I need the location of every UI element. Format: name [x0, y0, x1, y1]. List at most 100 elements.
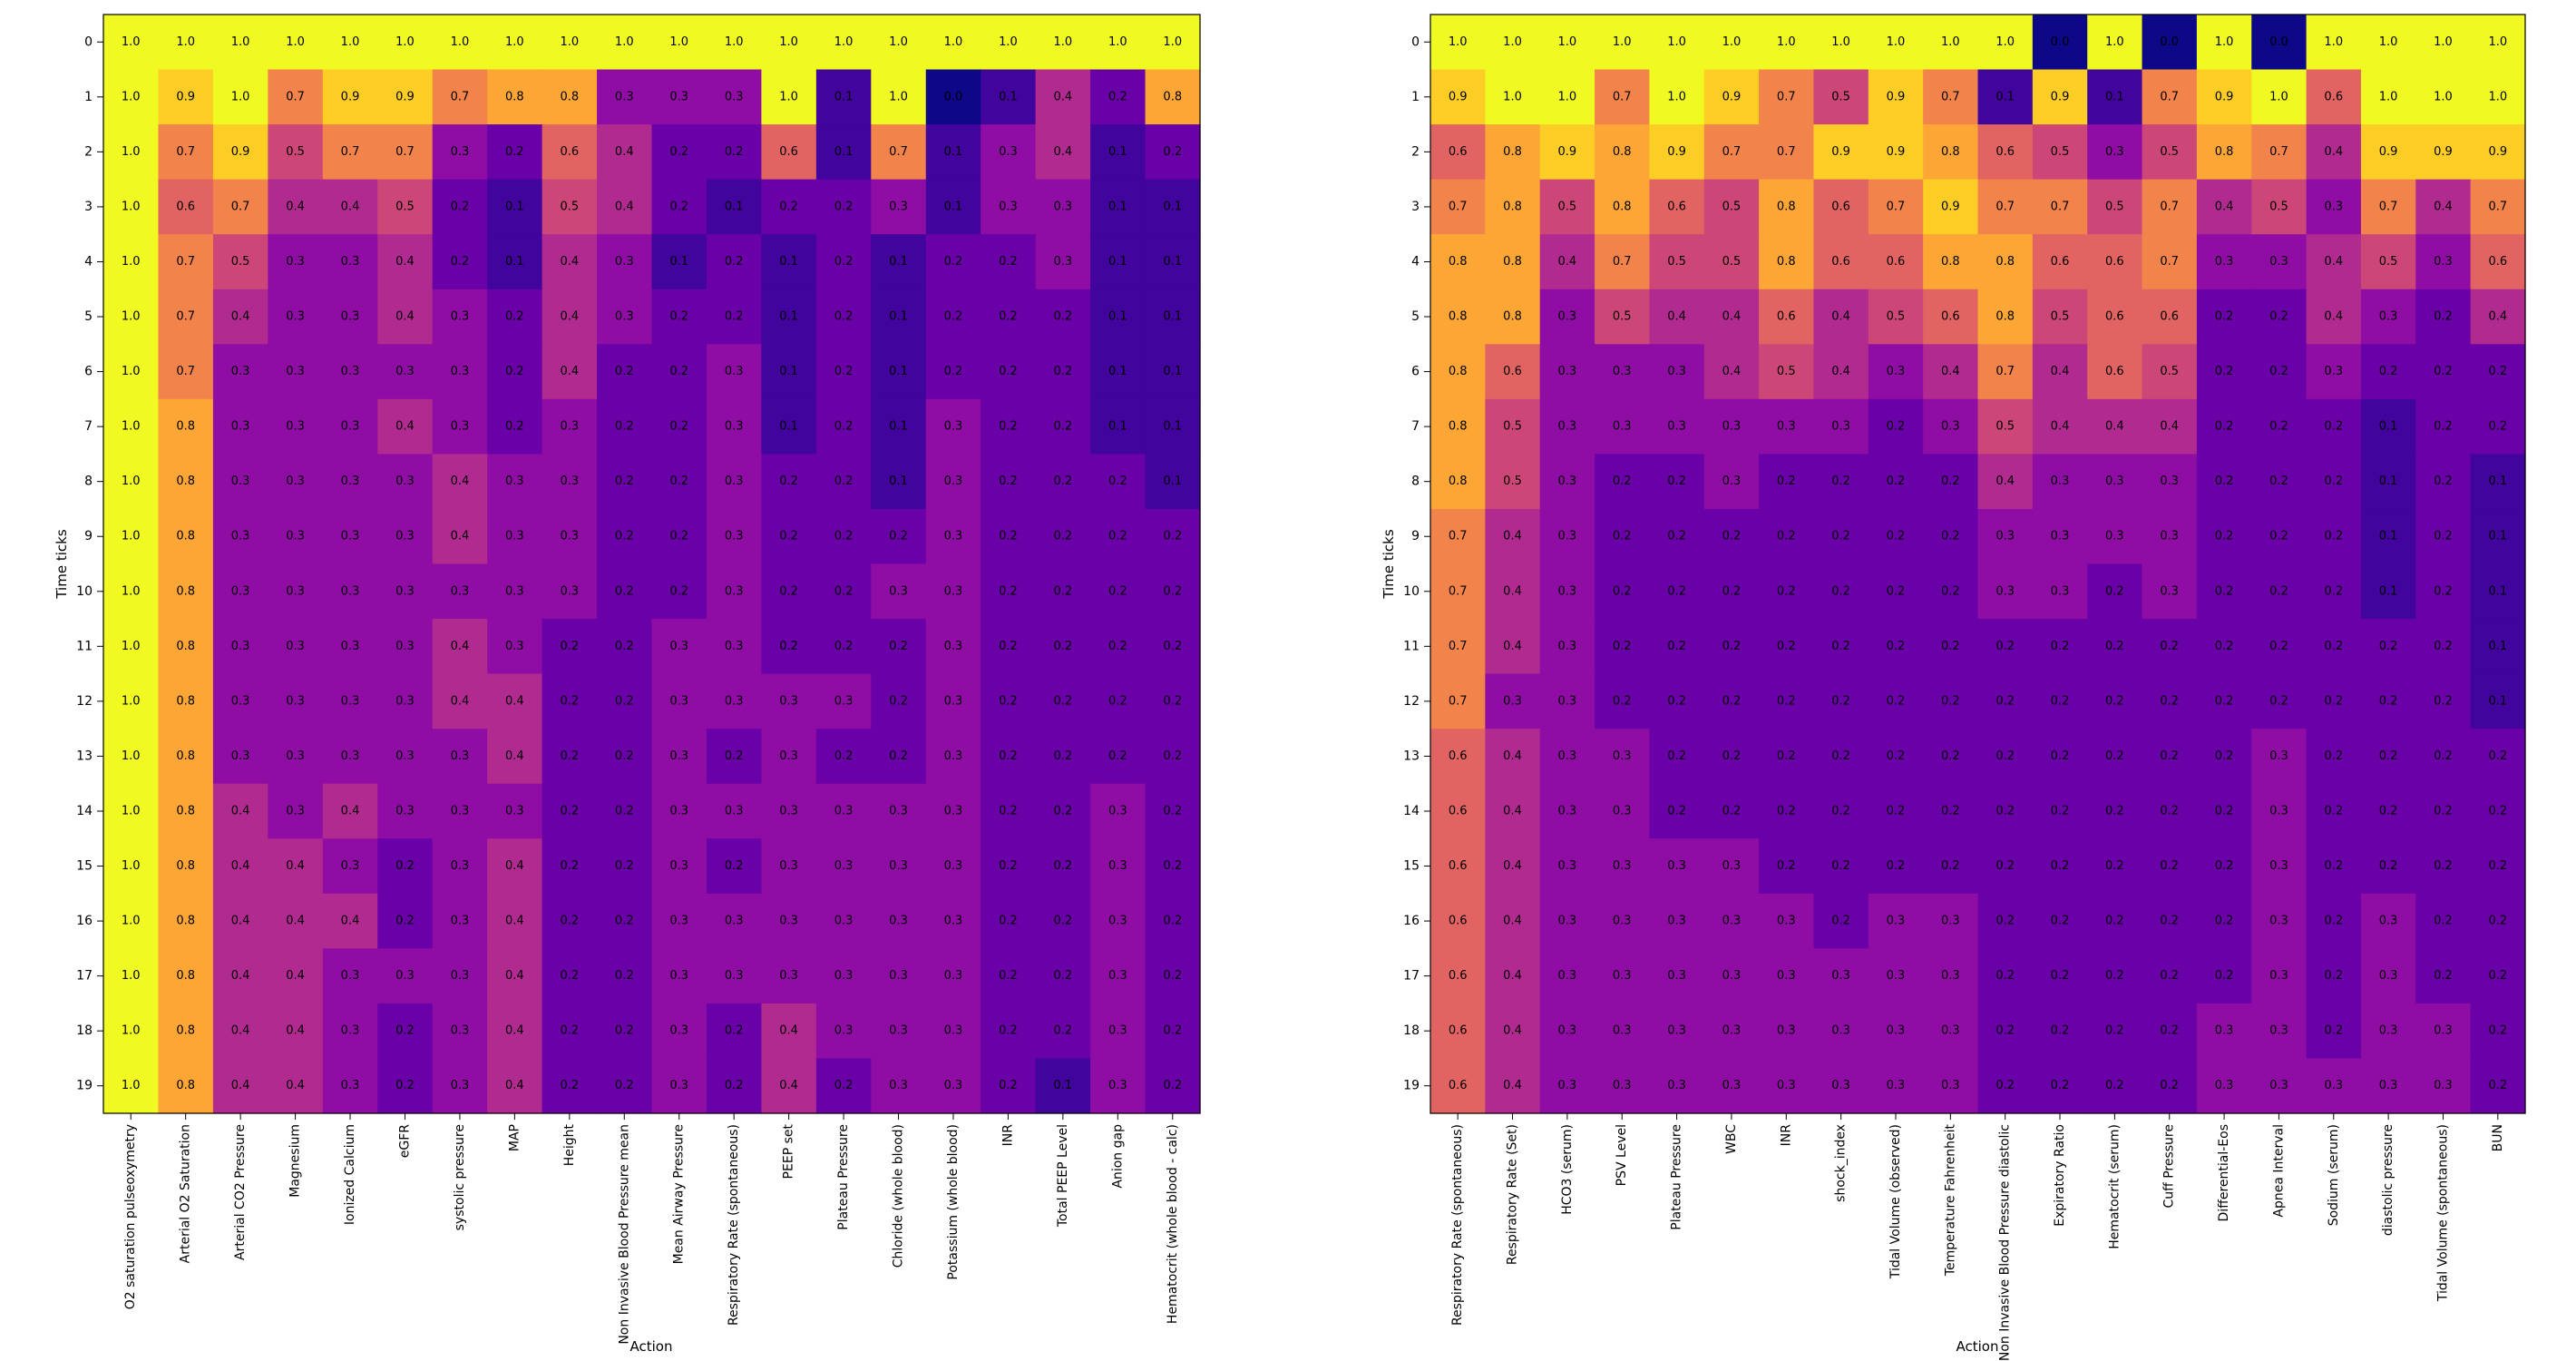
heatmap-cell	[1868, 893, 1924, 949]
heatmap-cell	[1485, 15, 1541, 71]
cell-value-label: 0.5	[2379, 255, 2398, 269]
cell-value-label: 0.2	[615, 365, 634, 378]
cell-value-label: 1.0	[122, 475, 141, 488]
cell-value-label: 0.7	[889, 145, 908, 159]
cell-value-label: 0.4	[505, 749, 524, 763]
cell-value-label: 0.3	[2434, 255, 2453, 269]
cell-value-label: 0.1	[944, 200, 963, 213]
cell-value-label: 1.0	[1995, 35, 2015, 49]
heatmap-cell	[542, 729, 598, 785]
cell-value-label: 0.2	[2269, 420, 2288, 434]
x-tick-label: Apnea Interval	[2271, 1124, 2286, 1218]
heatmap-cell	[706, 1058, 762, 1114]
heatmap-cell	[925, 398, 981, 455]
cell-value-label: 0.3	[1558, 584, 1577, 598]
cell-value-label: 0.2	[1777, 475, 1796, 488]
cell-value-label: 0.3	[2324, 200, 2343, 213]
heatmap-cell	[925, 619, 981, 675]
cell-value-label: 1.0	[395, 35, 415, 49]
cell-value-label: 0.1	[1163, 255, 1182, 269]
heatmap-cell	[1703, 454, 1760, 510]
heatmap-cell	[2196, 454, 2252, 510]
heatmap-cell	[2087, 398, 2143, 455]
cell-value-label: 0.5	[2269, 200, 2288, 213]
cell-value-label: 0.4	[231, 1024, 250, 1038]
heatmap-cell	[2251, 15, 2308, 71]
cell-value-label: 0.7	[1613, 90, 1632, 103]
x-tick-label: Respiratory Rate (spontaneous)	[727, 1124, 741, 1326]
cell-value-label: 0.4	[1503, 749, 1522, 763]
cell-value-label: 0.3	[286, 310, 305, 324]
cell-value-label: 1.0	[122, 1079, 141, 1092]
cell-value-label: 0.5	[2051, 310, 2070, 324]
heatmap-cell	[432, 69, 488, 125]
cell-value-label: 1.0	[1108, 35, 1127, 49]
cell-value-label: 0.8	[1613, 200, 1632, 213]
heatmap-cell	[1923, 1058, 1979, 1114]
cell-value-label: 0.2	[2051, 1024, 2070, 1038]
heatmap-cell	[1813, 289, 1869, 345]
cell-value-label: 0.3	[341, 969, 360, 983]
cell-value-label: 0.4	[1831, 365, 1850, 378]
cell-value-label: 0.3	[395, 969, 415, 983]
cell-value-label: 0.2	[2269, 475, 2288, 488]
cell-value-label: 0.2	[615, 640, 634, 653]
cell-value-label: 0.2	[615, 969, 634, 983]
heatmap-cell	[1649, 563, 1705, 620]
cell-value-label: 0.9	[231, 145, 250, 159]
heatmap-cell	[2415, 398, 2472, 455]
heatmap-cell	[1485, 838, 1541, 895]
heatmap-cell	[1430, 948, 1486, 1004]
cell-value-label: 1.0	[1777, 35, 1796, 49]
cell-value-label: 0.3	[889, 915, 908, 928]
cell-value-label: 0.8	[1777, 255, 1796, 269]
x-tick-label: Tidal Volume (observed)	[1888, 1124, 1903, 1279]
cell-value-label: 0.3	[2379, 969, 2398, 983]
heatmap-cell	[1649, 454, 1705, 510]
cell-value-label: 0.3	[341, 310, 360, 324]
cell-value-label: 0.9	[2488, 145, 2507, 159]
cell-value-label: 0.2	[2215, 584, 2234, 598]
heatmap-cell	[212, 783, 268, 839]
heatmap-cell	[1977, 15, 2034, 71]
cell-value-label: 0.2	[1163, 584, 1182, 598]
heatmap-cell	[1485, 69, 1541, 125]
heatmap-cell	[1759, 783, 1815, 839]
heatmap-cell	[1090, 69, 1147, 125]
cell-value-label: 0.3	[231, 475, 250, 488]
heatmap-cell	[925, 508, 981, 565]
heatmap-cell	[2196, 893, 2252, 949]
cell-value-label: 0.2	[2379, 365, 2398, 378]
heatmap-cell	[1703, 124, 1760, 181]
heatmap-cell	[2032, 563, 2088, 620]
cell-value-label: 0.2	[1831, 640, 1850, 653]
heatmap-cell	[2087, 1058, 2143, 1114]
cell-value-label: 0.2	[2488, 365, 2507, 378]
heatmap-cell	[432, 344, 488, 400]
heatmap-cell	[2251, 948, 2308, 1004]
heatmap-cell	[1759, 1003, 1815, 1060]
cell-value-label: 0.8	[176, 640, 195, 653]
heatmap-cell	[103, 1003, 160, 1060]
cell-value-label: 0.3	[1503, 694, 1522, 708]
cell-value-label: 0.3	[1831, 420, 1850, 434]
cell-value-label: 0.2	[2051, 694, 2070, 708]
heatmap-cell	[1595, 948, 1650, 1004]
heatmap-cell	[322, 673, 378, 729]
heatmap-cell	[597, 15, 653, 71]
heatmap-cell	[487, 1003, 543, 1060]
cell-value-label: 0.3	[1613, 420, 1632, 434]
cell-value-label: 0.2	[2051, 859, 2070, 873]
cell-value-label: 0.6	[1449, 749, 1468, 763]
heatmap-cell	[2196, 838, 2252, 895]
cell-value-label: 0.4	[1503, 640, 1522, 653]
heatmap-cell	[1759, 729, 1815, 785]
cell-value-label: 0.2	[505, 365, 524, 378]
y-tick-label: 8	[1411, 475, 1420, 489]
cell-value-label: 0.2	[615, 1079, 634, 1092]
cell-value-label: 0.8	[1449, 310, 1468, 324]
heatmap-cell	[1539, 69, 1595, 125]
heatmap-cell	[2360, 563, 2416, 620]
cell-value-label: 0.3	[341, 859, 360, 873]
cell-value-label: 0.1	[889, 475, 908, 488]
